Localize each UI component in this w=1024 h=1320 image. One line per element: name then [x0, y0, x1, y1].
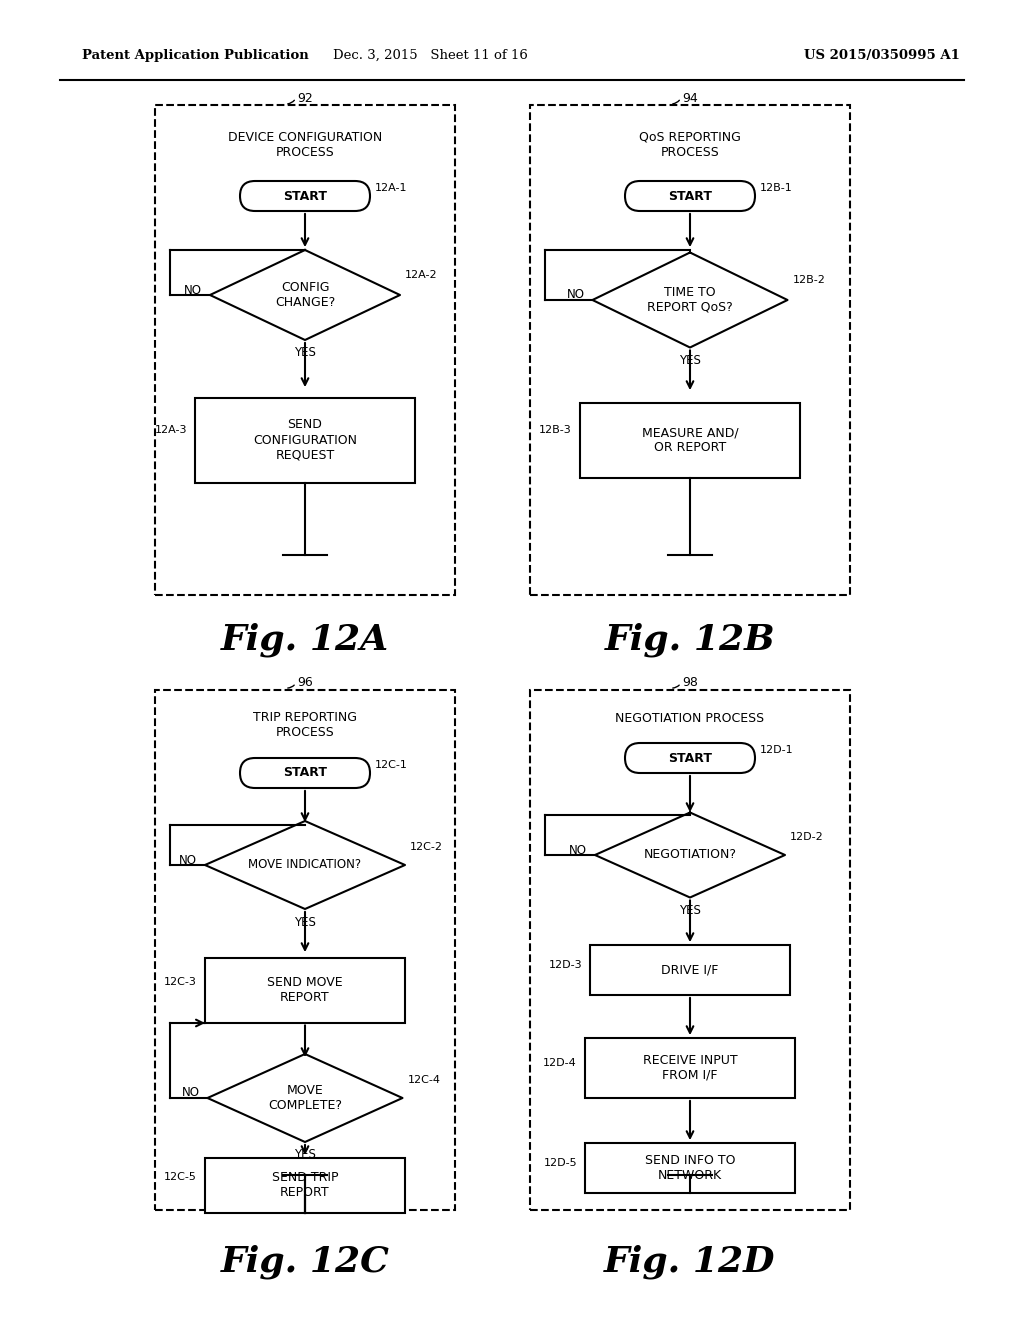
- Text: NO: NO: [184, 284, 202, 297]
- Text: START: START: [283, 767, 327, 780]
- Text: START: START: [283, 190, 327, 202]
- Text: START: START: [668, 751, 712, 764]
- Bar: [205, 957, 406, 1023]
- Text: MEASURE AND/
OR REPORT: MEASURE AND/ OR REPORT: [642, 426, 738, 454]
- Text: 92: 92: [297, 91, 313, 104]
- Text: TRIP REPORTING
PROCESS: TRIP REPORTING PROCESS: [253, 711, 357, 739]
- Text: CONFIG
CHANGE?: CONFIG CHANGE?: [274, 281, 335, 309]
- Text: YES: YES: [294, 1148, 316, 1162]
- Text: SEND
CONFIGURATION
REQUEST: SEND CONFIGURATION REQUEST: [253, 418, 357, 462]
- Text: SEND INFO TO
NETWORK: SEND INFO TO NETWORK: [645, 1154, 735, 1181]
- Text: 12B-1: 12B-1: [760, 183, 793, 193]
- Text: NO: NO: [181, 1086, 200, 1100]
- Text: 12B-3: 12B-3: [540, 425, 572, 436]
- Text: 12C-3: 12C-3: [164, 977, 197, 987]
- Text: 12C-1: 12C-1: [375, 760, 408, 770]
- Text: 12B-2: 12B-2: [793, 275, 825, 285]
- Text: NEGOTIATION PROCESS: NEGOTIATION PROCESS: [615, 711, 765, 725]
- Text: 12C-5: 12C-5: [164, 1172, 197, 1181]
- Text: START: START: [668, 190, 712, 202]
- Text: QoS REPORTING
PROCESS: QoS REPORTING PROCESS: [639, 131, 741, 158]
- Text: NO: NO: [569, 843, 587, 857]
- Bar: [585, 1038, 795, 1098]
- Text: MOVE
COMPLETE?: MOVE COMPLETE?: [268, 1084, 342, 1111]
- Bar: [580, 403, 800, 478]
- Text: 12D-1: 12D-1: [760, 744, 794, 755]
- Bar: [155, 106, 455, 595]
- Text: YES: YES: [679, 904, 701, 917]
- Text: 12D-3: 12D-3: [549, 960, 582, 970]
- Text: SEND MOVE
REPORT: SEND MOVE REPORT: [267, 975, 343, 1005]
- Text: TIME TO
REPORT QoS?: TIME TO REPORT QoS?: [647, 286, 733, 314]
- Text: NO: NO: [566, 289, 585, 301]
- Text: 12C-4: 12C-4: [408, 1074, 440, 1085]
- Bar: [530, 106, 850, 595]
- Text: YES: YES: [294, 916, 316, 928]
- Text: Fig. 12D: Fig. 12D: [604, 1245, 776, 1279]
- Text: YES: YES: [679, 354, 701, 367]
- Text: Fig. 12A: Fig. 12A: [221, 623, 389, 657]
- Text: US 2015/0350995 A1: US 2015/0350995 A1: [804, 49, 961, 62]
- Text: 12D-2: 12D-2: [790, 832, 823, 842]
- Text: YES: YES: [294, 346, 316, 359]
- Text: 96: 96: [297, 676, 313, 689]
- Text: Dec. 3, 2015   Sheet 11 of 16: Dec. 3, 2015 Sheet 11 of 16: [333, 49, 527, 62]
- Text: SEND TRIP
REPORT: SEND TRIP REPORT: [271, 1171, 338, 1199]
- Text: 98: 98: [682, 676, 698, 689]
- Text: 94: 94: [682, 91, 698, 104]
- Text: Fig. 12B: Fig. 12B: [605, 623, 775, 657]
- Bar: [590, 945, 790, 995]
- Text: 12D-4: 12D-4: [544, 1059, 577, 1068]
- Text: DEVICE CONFIGURATION
PROCESS: DEVICE CONFIGURATION PROCESS: [228, 131, 382, 158]
- Bar: [530, 690, 850, 1210]
- Text: 12A-1: 12A-1: [375, 183, 408, 193]
- FancyBboxPatch shape: [625, 181, 755, 211]
- Text: 12A-3: 12A-3: [155, 425, 187, 436]
- Text: 12A-2: 12A-2: [406, 271, 437, 280]
- Bar: [155, 690, 455, 1210]
- Text: Fig. 12C: Fig. 12C: [220, 1245, 389, 1279]
- FancyBboxPatch shape: [240, 181, 370, 211]
- Text: MOVE INDICATION?: MOVE INDICATION?: [249, 858, 361, 871]
- Text: DRIVE I/F: DRIVE I/F: [662, 964, 719, 977]
- Text: NEGOTIATION?: NEGOTIATION?: [643, 849, 736, 862]
- Text: Patent Application Publication: Patent Application Publication: [82, 49, 309, 62]
- Bar: [585, 1143, 795, 1193]
- Text: NO: NO: [179, 854, 197, 866]
- Text: 12C-2: 12C-2: [410, 842, 443, 851]
- FancyBboxPatch shape: [240, 758, 370, 788]
- Bar: [195, 397, 415, 483]
- Text: 12D-5: 12D-5: [544, 1158, 577, 1168]
- Bar: [205, 1158, 406, 1213]
- FancyBboxPatch shape: [625, 743, 755, 774]
- Text: RECEIVE INPUT
FROM I/F: RECEIVE INPUT FROM I/F: [643, 1053, 737, 1082]
